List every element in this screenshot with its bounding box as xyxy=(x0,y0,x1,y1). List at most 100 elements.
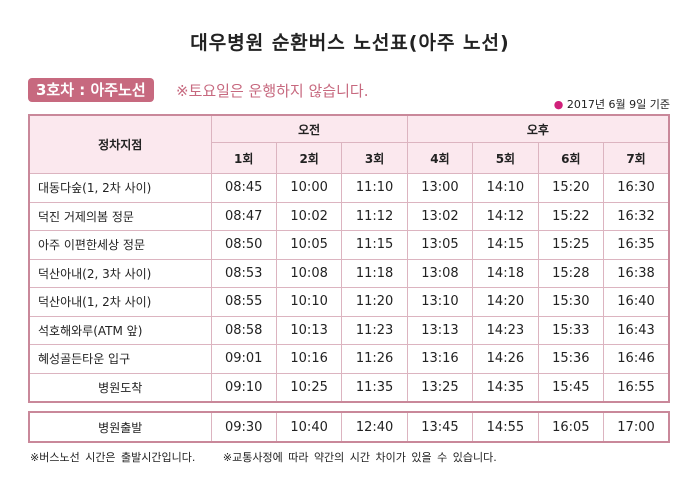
footnote: ※버스노선 시간은 출발시간입니다. xyxy=(30,451,196,464)
time-cell: 16:35 xyxy=(603,230,670,260)
time-cell: 15:33 xyxy=(537,315,605,345)
time-cell: 08:58 xyxy=(210,315,277,345)
run-header: 1회 xyxy=(210,142,277,174)
time-cell: 15:28 xyxy=(537,258,605,288)
time-cell: 13:45 xyxy=(406,411,474,443)
time-cell: 14:20 xyxy=(472,287,539,317)
time-cell: 08:55 xyxy=(210,287,277,317)
time-cell: 10:05 xyxy=(275,230,343,260)
table-row: 아주 이편한세상 정문 08:50 10:05 11:15 13:05 14:15 15:2… xyxy=(28,230,670,260)
time-cell: 16:40 xyxy=(603,287,670,317)
time-cell: 10:16 xyxy=(275,344,343,374)
time-cell: 13:25 xyxy=(406,372,474,403)
run-header: 2회 xyxy=(275,142,343,174)
time-cell: 11:15 xyxy=(341,230,408,260)
page-title: 대우병원 순환버스 노선표(아주 노선) xyxy=(190,32,510,54)
time-cell: 14:15 xyxy=(472,230,539,260)
time-cell: 10:00 xyxy=(275,173,343,203)
table-row: 대동다숲(1, 2차 사이) 08:45 10:00 11:10 13:00 14:10 1… xyxy=(28,173,670,203)
stop-name: 대동다숲(1, 2차 사이) xyxy=(28,173,212,203)
time-cell: 08:47 xyxy=(210,201,277,231)
time-cell: 08:50 xyxy=(210,230,277,260)
table-row: 덕진 거제의봄 정문 08:47 10:02 11:12 13:02 14:12 15:22… xyxy=(28,201,670,231)
run-header: 5회 xyxy=(472,142,539,174)
time-cell: 15:25 xyxy=(537,230,605,260)
table-row: 혜성골든타운 입구 09:01 10:16 11:26 13:16 14:26 15:36 1… xyxy=(28,344,670,374)
time-cell: 13:05 xyxy=(406,230,474,260)
departure-row: 병원출발 09:30 10:40 12:40 13:45 14:55 16:05 17:00 xyxy=(28,411,670,443)
time-cell: 16:05 xyxy=(537,411,605,443)
time-cell: 11:10 xyxy=(341,173,408,203)
time-cell: 16:38 xyxy=(603,258,670,288)
run-header: 7회 xyxy=(603,142,670,174)
time-cell: 14:12 xyxy=(472,201,539,231)
time-cell: 16:32 xyxy=(603,201,670,231)
time-cell: 09:01 xyxy=(210,344,277,374)
timetable: 정차지점 오전 오후 1회 2회 3회 4회 5회 6회 7회 대동다숲(1, 2차 사이)… xyxy=(28,114,670,403)
time-cell: 13:08 xyxy=(406,258,474,288)
time-cell: 08:45 xyxy=(210,173,277,203)
time-cell: 16:46 xyxy=(603,344,670,374)
time-cell: 09:10 xyxy=(210,372,277,403)
stop-name: 석호해와루(ATM 앞) xyxy=(28,315,212,345)
time-cell: 14:26 xyxy=(472,344,539,374)
time-cell: 13:16 xyxy=(406,344,474,374)
time-cell: 15:30 xyxy=(537,287,605,317)
time-cell: 11:18 xyxy=(341,258,408,288)
stop-name: 덕산아내(2, 3차 사이) xyxy=(28,258,212,288)
time-cell: 11:20 xyxy=(341,287,408,317)
saturday-notice: ※토요일은 운행하지 않습니다. xyxy=(176,82,369,100)
table-row: 덕산아내(1, 2차 사이) 08:55 10:10 11:20 13:10 14:20 1… xyxy=(28,287,670,317)
time-cell: 10:25 xyxy=(275,372,343,403)
time-cell: 10:10 xyxy=(275,287,343,317)
time-cell: 13:13 xyxy=(406,315,474,345)
table-row: 석호해와루(ATM 앞) 08:58 10:13 11:23 13:13 14:23 15:… xyxy=(28,315,670,345)
time-cell: 10:13 xyxy=(275,315,343,345)
time-cell: 16:43 xyxy=(603,315,670,345)
pm-header: 오후 xyxy=(406,114,670,143)
time-cell: 10:40 xyxy=(275,411,343,443)
time-cell: 13:02 xyxy=(406,201,474,231)
time-cell: 16:30 xyxy=(603,173,670,203)
time-cell: 15:45 xyxy=(537,372,605,403)
table-row: 병원도착 09:10 10:25 11:35 13:25 14:35 15:45 16:55 xyxy=(28,372,670,403)
time-cell: 11:12 xyxy=(341,201,408,231)
stop-name: 덕진 거제의봄 정문 xyxy=(28,201,212,231)
time-cell: 16:55 xyxy=(603,372,670,403)
stop-name: 아주 이편한세상 정문 xyxy=(28,230,212,260)
stop-name: 덕산아내(1, 2차 사이) xyxy=(28,287,212,317)
time-cell: 15:22 xyxy=(537,201,605,231)
departure-table: 병원출발 09:30 10:40 12:40 13:45 14:55 16:05 17:00 xyxy=(28,411,670,443)
run-header: 4회 xyxy=(406,142,474,174)
time-cell: 15:36 xyxy=(537,344,605,374)
time-cell: 11:26 xyxy=(341,344,408,374)
stop-name: 병원도착 xyxy=(28,372,212,403)
time-cell: 14:55 xyxy=(472,411,539,443)
stop-header: 정차지점 xyxy=(28,114,212,174)
time-cell: 14:35 xyxy=(472,372,539,403)
footnote: ※교통사정에 따라 약간의 시간 차이가 있을 수 있습니다. xyxy=(222,451,497,464)
time-cell: 14:18 xyxy=(472,258,539,288)
time-cell: 13:10 xyxy=(406,287,474,317)
time-cell: 10:08 xyxy=(275,258,343,288)
bullet-icon: ● xyxy=(553,98,567,111)
time-cell: 09:30 xyxy=(210,411,277,443)
time-cell: 13:00 xyxy=(406,173,474,203)
time-cell: 08:53 xyxy=(210,258,277,288)
stop-name: 혜성골든타운 입구 xyxy=(28,344,212,374)
time-cell: 10:02 xyxy=(275,201,343,231)
run-header: 6회 xyxy=(537,142,605,174)
time-cell: 11:23 xyxy=(341,315,408,345)
time-cell: 14:23 xyxy=(472,315,539,345)
time-cell: 15:20 xyxy=(537,173,605,203)
time-cell: 14:10 xyxy=(472,173,539,203)
time-cell: 17:00 xyxy=(603,411,670,443)
time-cell: 11:35 xyxy=(341,372,408,403)
footnotes: ※버스노선 시간은 출발시간입니다. ※교통사정에 따라 약간의 시간 차이가 … xyxy=(30,449,497,465)
route-badge: 3호차 : 아주노선 xyxy=(28,78,154,102)
run-header: 3회 xyxy=(341,142,408,174)
time-cell: 12:40 xyxy=(341,411,408,443)
table-row: 덕산아내(2, 3차 사이) 08:53 10:08 11:18 13:08 14:18 1… xyxy=(28,258,670,288)
effective-date: ● 2017년 6월 9일 기준 xyxy=(554,96,670,112)
stop-name: 병원출발 xyxy=(28,411,212,443)
